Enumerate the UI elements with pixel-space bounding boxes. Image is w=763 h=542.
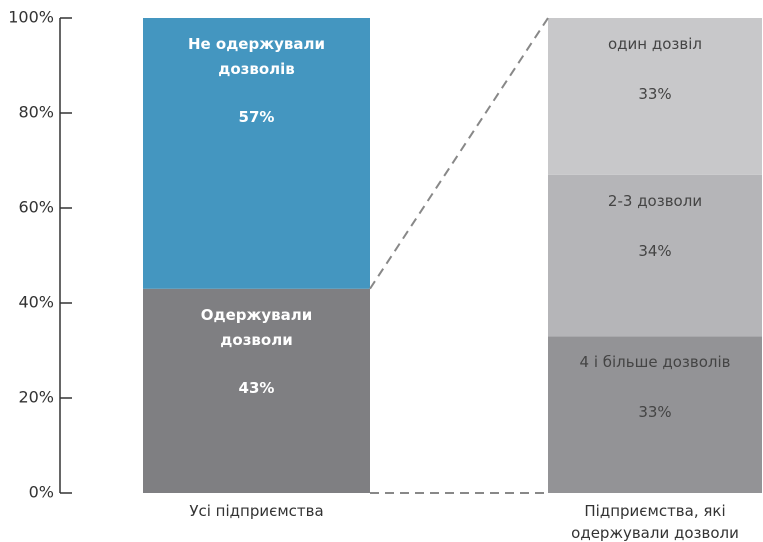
segment-name: 2-3 дозволи — [607, 191, 703, 210]
x-tick-label: Усі підприємства — [189, 502, 324, 520]
segment-value: 33% — [638, 85, 672, 103]
connector — [369, 17, 549, 290]
segment-value: 33% — [638, 403, 672, 422]
y-tick-label: 100% — [8, 8, 54, 27]
y-tick-label: 0% — [29, 483, 54, 502]
bar-segment — [143, 18, 370, 289]
segment-name: Одержували дозволи — [200, 305, 313, 349]
y-tick-label: 60% — [18, 198, 54, 217]
segment-value: 57% — [238, 108, 275, 126]
segment-name: Не одержували дозволів — [187, 35, 326, 78]
y-tick-label: 80% — [18, 103, 54, 122]
bar-segment — [143, 288, 370, 493]
bar-segment — [548, 336, 762, 493]
x-tick-label: Підприємства, які одержували дозволи — [571, 502, 739, 542]
y-tick-label: 40% — [18, 293, 54, 312]
segment-name: 4 і більше дозволів — [579, 353, 731, 372]
segment-value: 43% — [238, 378, 275, 397]
bar-segment — [548, 18, 762, 175]
segment-name: один дозвіл — [608, 35, 702, 53]
bar-segment — [548, 174, 762, 337]
y-tick-label: 20% — [18, 388, 54, 407]
segment-value: 34% — [638, 241, 672, 260]
